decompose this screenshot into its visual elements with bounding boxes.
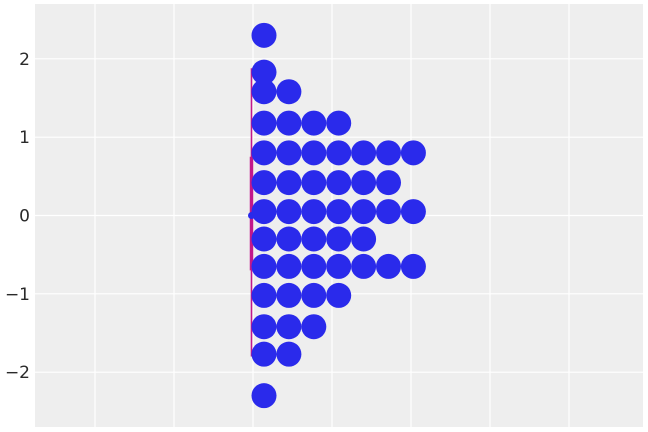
data-dot [301, 170, 327, 196]
data-dot [251, 341, 277, 367]
data-dot [276, 170, 302, 196]
data-dot [326, 199, 352, 225]
data-dot [251, 314, 277, 340]
data-dot [351, 140, 377, 166]
data-dot [251, 140, 277, 166]
data-dot [376, 170, 401, 196]
data-dot [301, 282, 327, 308]
data-dot [301, 253, 327, 279]
data-dot [400, 199, 426, 225]
data-dot [276, 199, 302, 225]
data-dot [251, 110, 277, 136]
data-dot [301, 110, 327, 136]
y-tick-label: 1 [19, 128, 30, 148]
data-dot [301, 226, 327, 252]
data-dot [251, 282, 277, 308]
data-dot [376, 253, 401, 279]
data-dot [400, 253, 426, 279]
data-dot [301, 140, 327, 166]
data-dot [301, 199, 327, 225]
y-tick-label: −1 [5, 285, 30, 305]
data-dot [251, 199, 277, 225]
data-dot [326, 253, 352, 279]
data-dot [251, 79, 277, 105]
data-dot [276, 341, 302, 367]
data-dot [251, 22, 277, 48]
data-dot [276, 253, 302, 279]
data-dot [251, 226, 277, 252]
data-dot [276, 282, 302, 308]
data-dot [326, 282, 352, 308]
data-dot [276, 226, 302, 252]
data-dot [400, 140, 426, 166]
data-dot [326, 140, 352, 166]
data-dot [351, 226, 377, 252]
data-dot [351, 170, 377, 196]
data-dot [251, 253, 277, 279]
data-dot [326, 226, 352, 252]
data-dot [251, 59, 277, 85]
data-dot [351, 253, 377, 279]
data-dot [326, 170, 352, 196]
data-dot [276, 79, 302, 105]
data-dot [251, 170, 277, 196]
data-dot [276, 140, 302, 166]
data-dot [376, 140, 401, 166]
y-tick-label: 0 [19, 207, 30, 227]
y-tick-label: −2 [5, 363, 30, 383]
data-dot [376, 199, 401, 225]
data-dot [301, 314, 327, 340]
y-axis-ticks: 2 1 0 −1 −2 [5, 50, 30, 383]
data-dot [276, 314, 302, 340]
dot-series [251, 22, 426, 409]
data-dot [276, 110, 302, 136]
data-dot [326, 110, 352, 136]
data-dot [251, 383, 277, 409]
y-tick-label: 2 [19, 50, 30, 70]
data-dot [351, 199, 377, 225]
